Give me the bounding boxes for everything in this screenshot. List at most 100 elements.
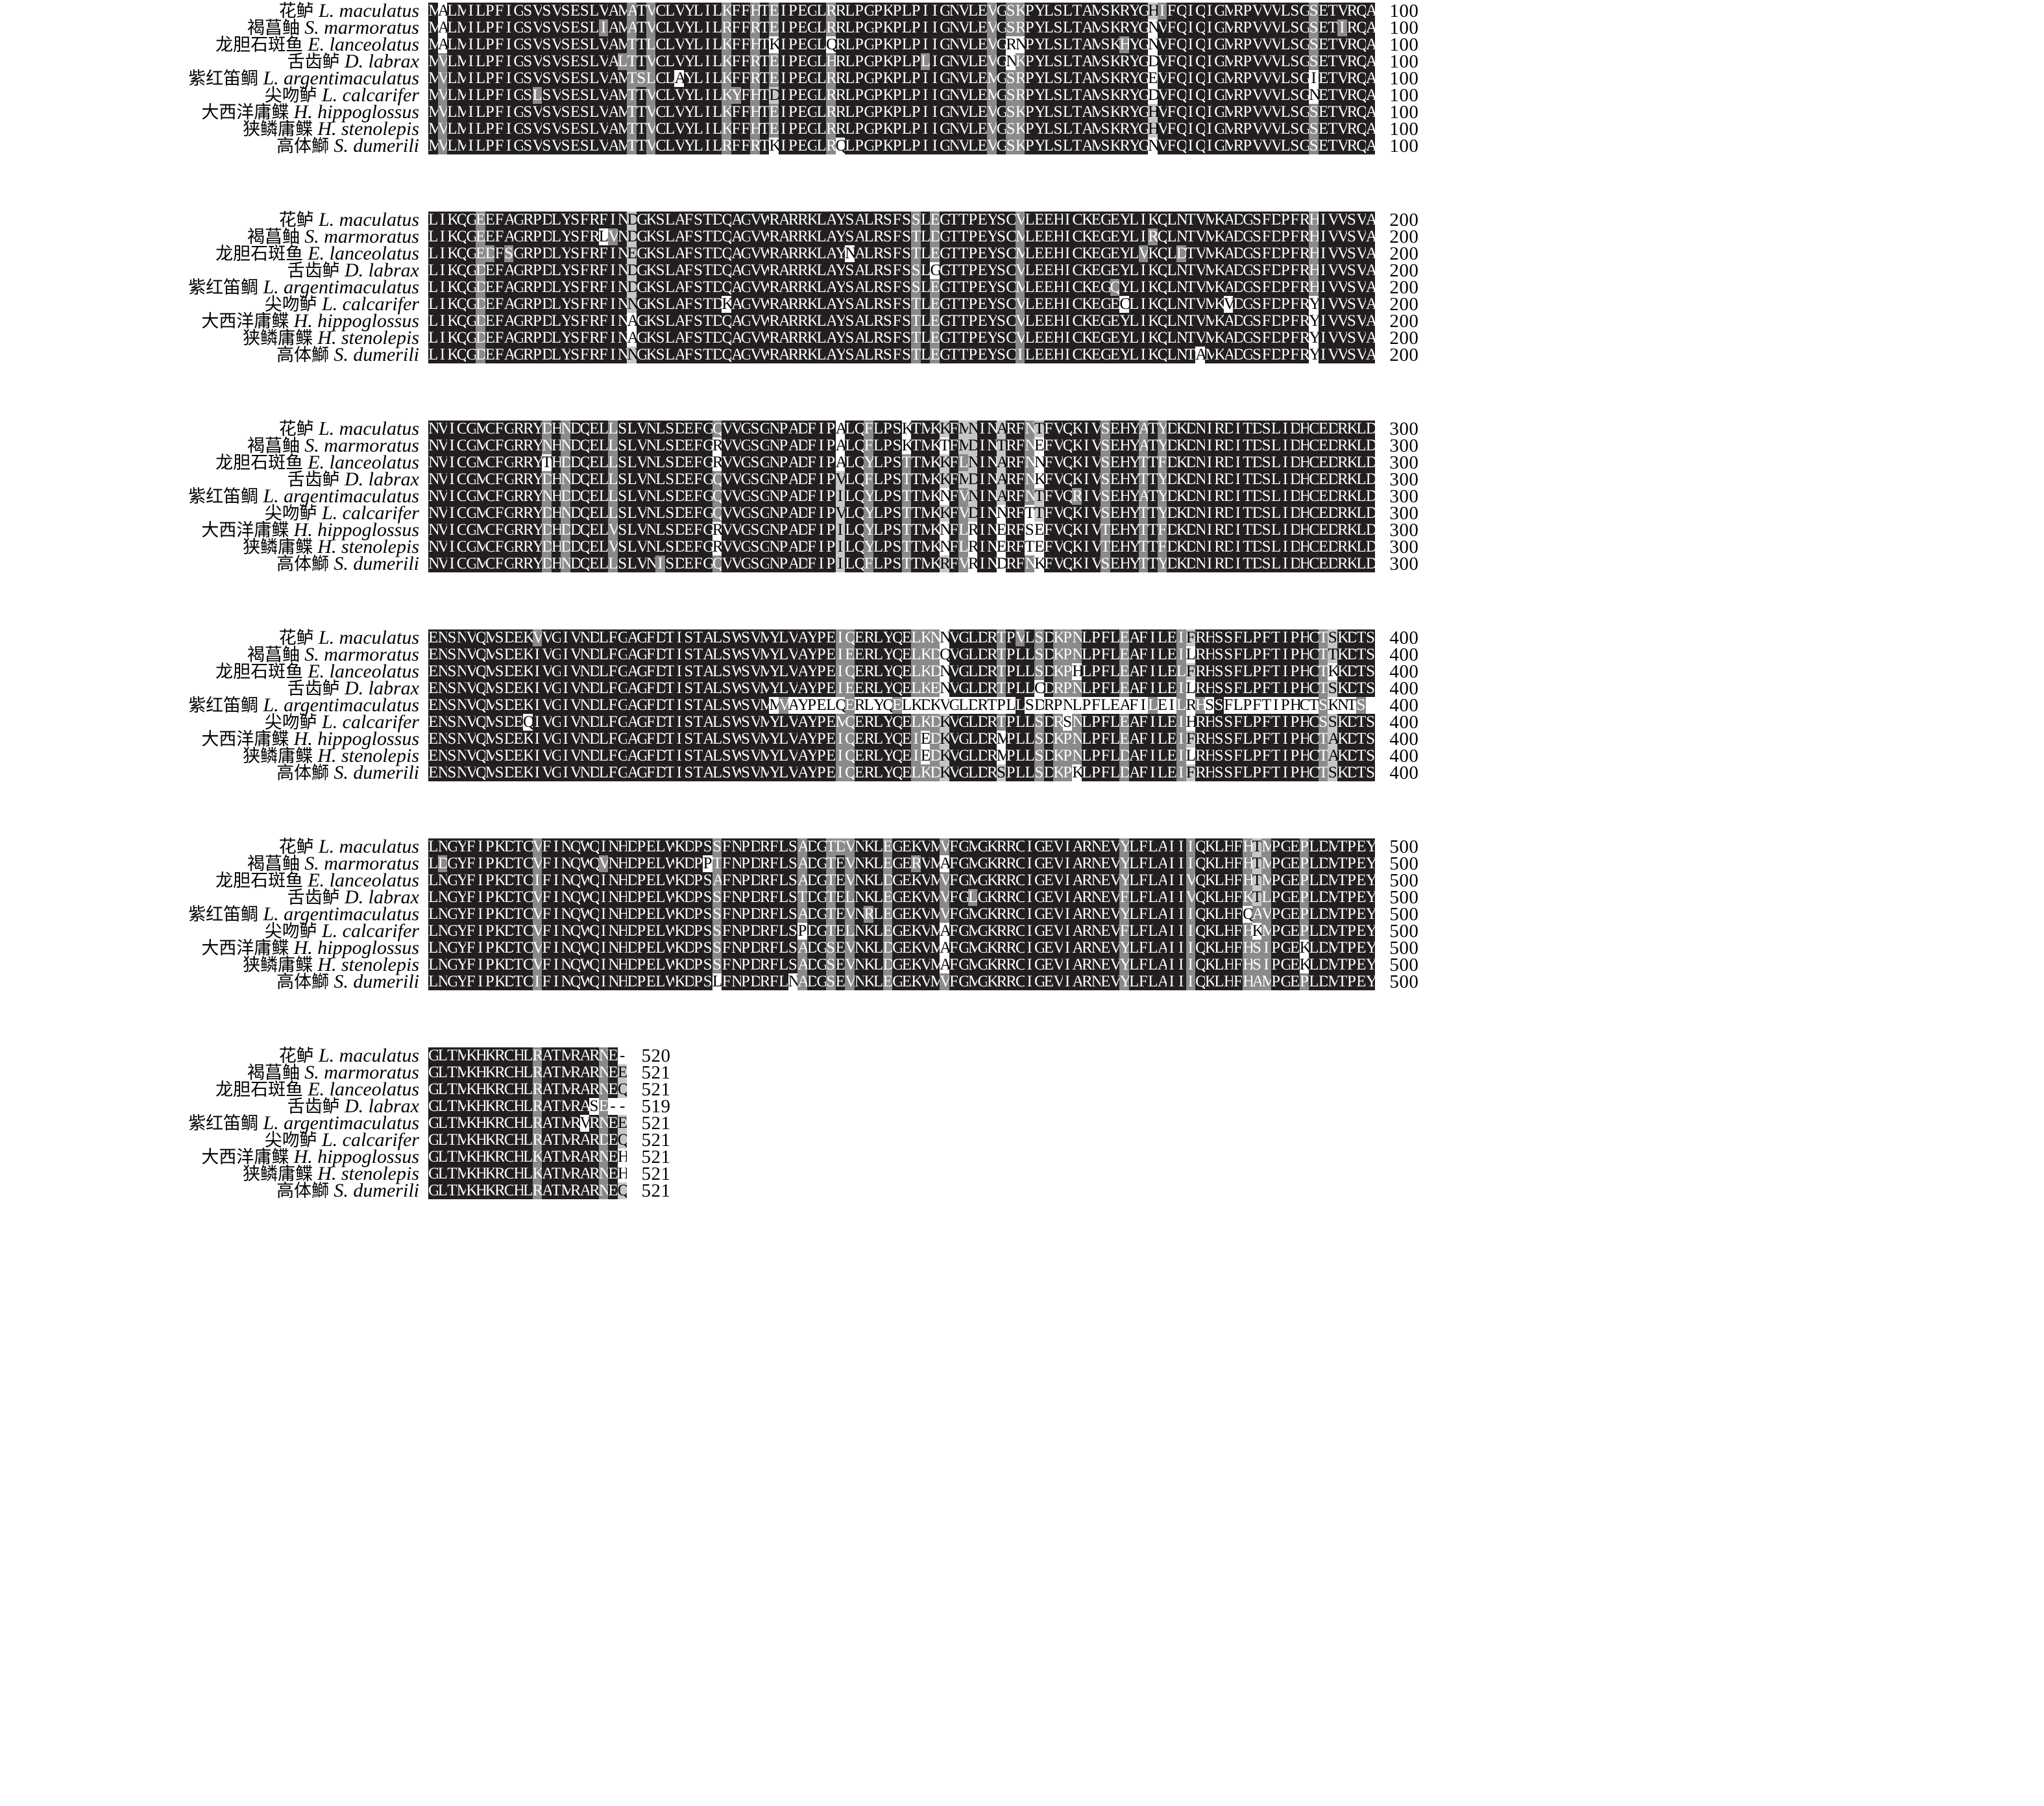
residue-position-number: 300 bbox=[1389, 486, 1419, 507]
residue-cell: E bbox=[835, 855, 846, 872]
residue-cell: I bbox=[504, 19, 514, 36]
residue-cell: G bbox=[940, 3, 949, 19]
residue-cell: L bbox=[864, 279, 873, 296]
residue-cell: L bbox=[712, 680, 722, 697]
residue-cell: L bbox=[873, 957, 883, 973]
residue-cell: S bbox=[750, 471, 760, 488]
residue-cell: G bbox=[637, 212, 646, 228]
residue-cell: E bbox=[684, 454, 694, 471]
residue-cell: P bbox=[967, 347, 978, 363]
residue-position-number: 521 bbox=[641, 1147, 671, 1167]
residue-cell: W bbox=[579, 838, 590, 855]
residue-cell: A bbox=[778, 212, 788, 228]
residue-cell: L bbox=[522, 1098, 533, 1115]
residue-cell: R bbox=[996, 940, 1006, 957]
residue-cell: V bbox=[637, 522, 646, 539]
residue-cell: D bbox=[1223, 522, 1234, 539]
residue-cell: M bbox=[1091, 87, 1101, 104]
residue-cell: V bbox=[1157, 19, 1167, 36]
residue-cell: C bbox=[1309, 646, 1319, 663]
residue-cell: A bbox=[542, 1115, 552, 1132]
residue-cell: G bbox=[504, 539, 514, 555]
residue-cell: V bbox=[987, 104, 997, 121]
residue-cell: K bbox=[807, 279, 817, 296]
residue-cell: K bbox=[987, 973, 997, 990]
residue-cell: N bbox=[854, 838, 864, 855]
residue-cell: I bbox=[504, 138, 514, 154]
residue-cell: Y bbox=[1034, 121, 1044, 138]
residue-cell: A bbox=[797, 731, 807, 748]
taxon-scientific-name: D. labrax bbox=[345, 50, 419, 72]
residue-cell: L bbox=[664, 70, 675, 87]
residue-cell: T bbox=[1318, 748, 1328, 764]
residue-cell: M bbox=[617, 121, 627, 138]
residue-cell: I bbox=[532, 872, 542, 889]
residue-cell: T bbox=[1186, 347, 1196, 363]
residue-cell: I bbox=[1318, 347, 1328, 363]
residue-cell: H bbox=[1119, 471, 1129, 488]
residue-cell: R bbox=[589, 1132, 599, 1149]
residue-cell: G bbox=[466, 488, 476, 505]
residue-cell: D bbox=[561, 522, 570, 539]
residue-cell: A bbox=[731, 279, 741, 296]
taxon-common-name: 高体鰤 bbox=[276, 1180, 330, 1201]
residue-cell: V bbox=[1261, 53, 1271, 70]
residue-cell: I bbox=[977, 454, 988, 471]
residue-cell: V bbox=[722, 539, 731, 555]
residue-cell: V bbox=[750, 748, 760, 764]
residue-cell: E bbox=[901, 663, 912, 680]
residue-cell: D bbox=[1167, 522, 1176, 539]
alignment-row: 花鲈 L. maculatus L N G Y F I P K D T C V F I N Q W Q I N H D P E L… bbox=[0, 836, 2044, 857]
residue-cell: S bbox=[845, 347, 855, 363]
residue-cell: T bbox=[1138, 522, 1149, 539]
residue-cell: E bbox=[428, 680, 438, 697]
residue-cell: R bbox=[1337, 555, 1347, 572]
residue-cell: D bbox=[542, 347, 552, 363]
alignment-row: 舌齿鲈 D. labrax E N S N V Q M S D E K I V G I V N D L F G A G F D T I… bbox=[0, 678, 2044, 698]
residue-cell: M bbox=[456, 1115, 467, 1132]
residue-cell: W bbox=[664, 855, 675, 872]
residue-cell: L bbox=[437, 1064, 448, 1081]
residue-cell: G bbox=[940, 19, 949, 36]
residue-cell: N bbox=[1148, 138, 1158, 154]
residue-cell: N bbox=[731, 855, 741, 872]
residue-cell: F bbox=[1138, 663, 1149, 680]
residue-cell: P bbox=[1299, 973, 1309, 990]
residue-cell: E bbox=[1101, 923, 1110, 940]
residue-cell: P bbox=[873, 36, 883, 53]
residue-cell: V bbox=[958, 70, 968, 87]
residue-cell: V bbox=[1053, 838, 1063, 855]
residue-cell: P bbox=[967, 245, 978, 262]
residue-cell: L bbox=[608, 505, 618, 522]
residue-cell: V bbox=[1195, 279, 1205, 296]
residue-cell: N bbox=[1195, 421, 1205, 437]
residue-cell: P bbox=[485, 940, 495, 957]
residue-cell: H bbox=[1243, 838, 1252, 855]
residue-cell: E bbox=[901, 957, 912, 973]
residue-cell: Y bbox=[882, 731, 893, 748]
residue-cell: P bbox=[911, 121, 921, 138]
residue-cell: K bbox=[1053, 731, 1063, 748]
residue-cell: R bbox=[996, 957, 1006, 973]
residue-cell: W bbox=[731, 697, 741, 714]
residue-cell: L bbox=[712, 70, 722, 87]
residue-cell: T bbox=[1328, 36, 1337, 53]
residue-cell: G bbox=[447, 923, 457, 940]
residue-cell: P bbox=[693, 889, 703, 906]
residue-cell: P bbox=[1006, 680, 1016, 697]
residue-cell: L bbox=[475, 3, 485, 19]
residue-cell: Y bbox=[1157, 488, 1167, 505]
residue-cell: R bbox=[1214, 505, 1224, 522]
sequence-label: 花鲈 L. maculatus bbox=[0, 1, 428, 20]
residue-cell: S bbox=[447, 731, 457, 748]
residue-cell: L bbox=[712, 646, 722, 663]
residue-cell: L bbox=[1356, 555, 1366, 572]
residue-cell: I bbox=[561, 697, 570, 714]
residue-cell: K bbox=[447, 245, 457, 262]
residue-cell: L bbox=[693, 121, 703, 138]
residue-cell: R bbox=[1119, 138, 1129, 154]
residue-cell: F bbox=[466, 923, 476, 940]
residue-cell: W bbox=[664, 872, 675, 889]
alignment-row: 褐菖鲉 S. marmoratus L D G Y F I P K D T C V F I N Q W Q V N H D P… bbox=[0, 853, 2044, 873]
residue-cell: N bbox=[437, 629, 448, 646]
